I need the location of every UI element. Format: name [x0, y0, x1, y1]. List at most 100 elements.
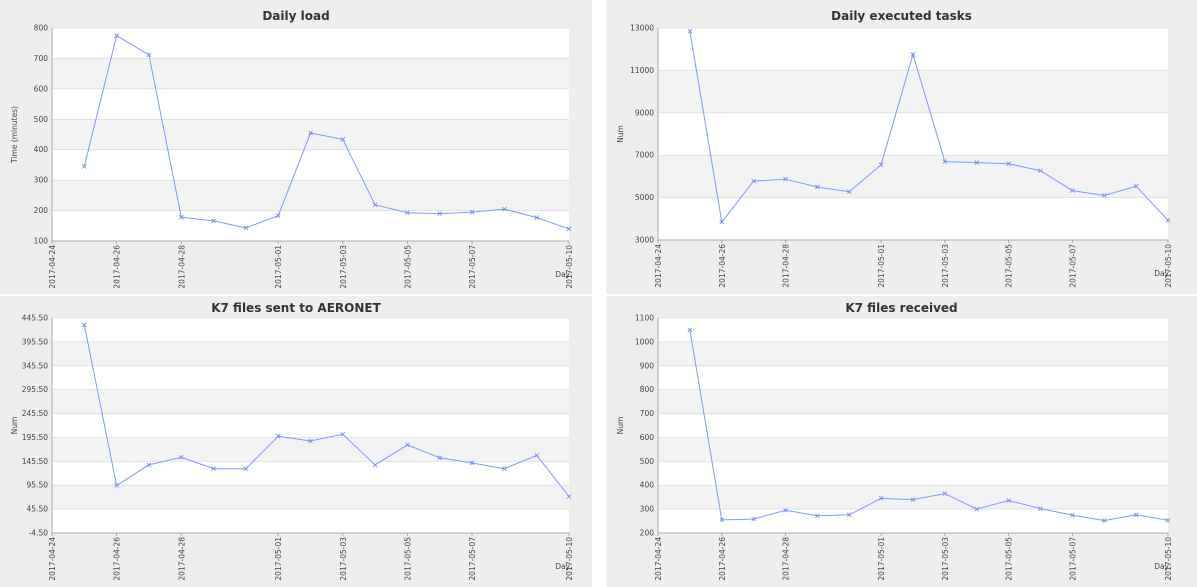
x-tick-label: 2017-05-03 [339, 245, 348, 289]
data-point-stroke [114, 483, 119, 488]
plot-band [658, 461, 1168, 486]
data-point [815, 513, 820, 519]
x-tick-label: 2017-05-03 [339, 537, 348, 581]
data-point [566, 226, 572, 232]
data-point [146, 462, 152, 468]
data-point [815, 184, 820, 190]
data-point-stroke [687, 327, 693, 333]
data-point-stroke [81, 164, 87, 169]
data-point-stroke [1070, 512, 1075, 518]
data-point-stroke [1165, 217, 1171, 223]
data-point [372, 462, 378, 468]
k7-files-sent-chart-panel: K7 files sent to AERONET -4.50 45.50 95.50 1… [0, 296, 592, 587]
data-point-stroke [1038, 506, 1043, 511]
y-tick-label: 300 [640, 505, 655, 514]
data-point-stroke [910, 52, 916, 57]
y-tick-label: 900 [640, 361, 655, 370]
data-point-stroke [719, 219, 725, 225]
data-point [1165, 217, 1171, 223]
k7-files-received-chart-panel: K7 files received 200 300 400 500 600 700 800 90… [606, 296, 1197, 587]
data-point-stroke [815, 513, 820, 519]
data-point [751, 516, 756, 522]
data-point-stroke [372, 462, 378, 468]
data-point [719, 219, 725, 225]
plot-band [52, 365, 569, 390]
plot-band [658, 509, 1168, 533]
data-point [502, 466, 507, 472]
data-point [1038, 168, 1043, 173]
data-point-stroke [783, 176, 788, 182]
x-tick-label: 2017-05-01 [274, 245, 283, 289]
data-point-stroke [211, 466, 216, 472]
data-point [81, 322, 87, 328]
x-tick-label: 2017-04-26 [718, 537, 727, 581]
x-tick-label: 2017-04-28 [782, 244, 791, 288]
x-tick-label: 2017-05-01 [274, 537, 283, 581]
data-point-stroke [942, 159, 948, 164]
plot-band [658, 28, 1168, 71]
x-tick-label: 2017-04-26 [113, 245, 122, 289]
data-point [534, 215, 540, 220]
data-point [114, 33, 119, 38]
data-point-stroke [534, 215, 540, 220]
y-tick-label: 245.50 [22, 409, 48, 418]
y-tick-label: 7000 [635, 151, 654, 160]
data-point-stroke [1006, 161, 1011, 166]
data-point [211, 466, 216, 472]
data-point-stroke [146, 52, 152, 58]
data-point-stroke [878, 496, 884, 501]
y-tick-label: 345.50 [22, 361, 48, 370]
data-point [534, 453, 540, 458]
x-axis-label: Day [1154, 269, 1169, 278]
data-point-stroke [783, 507, 788, 513]
x-tick-label: 2017-05-03 [941, 244, 950, 288]
data-point-stroke [437, 455, 443, 461]
y-tick-label: 1000 [635, 337, 654, 346]
data-point [146, 52, 152, 58]
x-tick-label: 2017-05-10 [565, 537, 574, 581]
data-point-stroke [1165, 518, 1171, 523]
y-tick-label: 45.50 [27, 505, 49, 514]
x-tick-label: 2017-05-05 [403, 537, 412, 581]
data-point-stroke [114, 33, 119, 38]
plot-band [658, 112, 1168, 156]
series-line [83, 324, 570, 497]
data-point-stroke [910, 497, 916, 502]
data-point [81, 164, 87, 169]
data-point [437, 211, 443, 216]
x-tick-label: 2017-05-03 [941, 537, 950, 581]
data-point-stroke [1006, 498, 1011, 503]
plot-band [658, 318, 1168, 342]
y-tick-label: 145.50 [22, 457, 48, 466]
plot-band [52, 341, 569, 366]
y-axis-label: Time (minutes) [10, 106, 19, 164]
y-tick-label: 9000 [635, 108, 654, 117]
data-point-stroke [405, 210, 410, 216]
data-point-stroke [878, 162, 884, 168]
data-point [1133, 512, 1139, 518]
data-point [275, 213, 281, 219]
daily-executed-tasks-chart-panel: Daily executed tasks 3000 5000 7000 9000 1100… [606, 0, 1197, 294]
data-point-stroke [1133, 512, 1139, 518]
y-tick-label: 395.50 [22, 337, 48, 346]
y-tick-label: 1100 [635, 314, 654, 323]
data-point [687, 28, 693, 34]
data-point [275, 433, 281, 439]
plot-band [52, 210, 569, 241]
data-point [340, 137, 346, 142]
data-point [783, 507, 788, 513]
data-point-stroke [1038, 168, 1043, 173]
data-point-stroke [1133, 183, 1139, 189]
data-point-stroke [437, 211, 443, 216]
y-tick-label: 700 [640, 409, 655, 418]
data-point-stroke [846, 512, 852, 518]
y-tick-label: 500 [34, 115, 49, 124]
data-point-stroke [275, 213, 281, 219]
data-point-stroke [846, 189, 852, 194]
y-axis-label: Num [10, 417, 19, 435]
x-tick-label: 2017-04-24 [48, 245, 57, 289]
y-tick-label: 3000 [635, 236, 654, 245]
y-tick-label: 300 [34, 176, 49, 185]
data-point-stroke [243, 225, 249, 231]
plot-band [658, 70, 1168, 113]
